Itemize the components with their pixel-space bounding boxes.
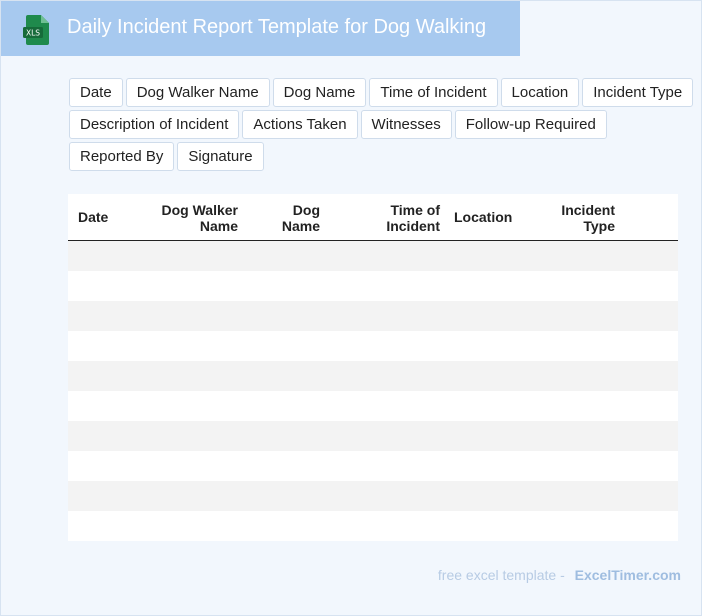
table-row (68, 331, 678, 361)
table-row (68, 421, 678, 451)
footer-prefix: free excel template - (437, 567, 565, 583)
column-header-date: Date (78, 209, 109, 225)
table-row (68, 391, 678, 421)
column-header-dog-walker-name: Dog Walker Name (161, 202, 239, 234)
tag-incident-type: Incident Type (582, 78, 694, 107)
tag-signature: Signature (177, 142, 264, 171)
tag-time-of-incident: Time of Incident (369, 78, 498, 107)
tag-follow-up-required: Follow-up Required (454, 110, 607, 139)
tag-location: Location (500, 78, 580, 107)
table-body (68, 241, 678, 541)
tag-reported-by: Reported By (69, 142, 175, 171)
table-row (68, 271, 678, 301)
tag-dog-name: Dog Name (272, 78, 367, 107)
footer-brand-link[interactable]: ExcelTimer.com (574, 567, 681, 583)
table-row (68, 481, 678, 511)
column-header-location: Location (454, 209, 513, 225)
xls-icon-label: XLS (26, 29, 40, 38)
header-banner: XLS Daily Incident Report Template for D… (1, 1, 520, 56)
column-header-dog-name: Dog Name (281, 202, 320, 234)
tag-description-of-incident: Description of Incident (69, 110, 240, 139)
tag-witnesses: Witnesses (360, 110, 452, 139)
table-row (68, 451, 678, 481)
column-header-time-of-incident: Time of Incident (386, 202, 440, 234)
incident-table: Date Dog Walker Name Dog Name Time of In… (68, 194, 678, 541)
footer-credit: free excel template - ExcelTimer.com (438, 567, 681, 583)
table-row (68, 241, 678, 271)
table-row (68, 361, 678, 391)
column-header-incident-type: Incident Type (561, 202, 615, 234)
table-row (68, 511, 678, 541)
tag-dog-walker-name: Dog Walker Name (125, 78, 270, 107)
table-header: Date Dog Walker Name Dog Name Time of In… (68, 194, 678, 241)
tag-date: Date (69, 78, 123, 107)
field-tag-list: Date Dog Walker Name Dog Name Time of In… (69, 78, 694, 171)
tag-actions-taken: Actions Taken (242, 110, 358, 139)
page-title: Daily Incident Report Template for Dog W… (67, 16, 487, 38)
xls-file-icon: XLS (23, 15, 49, 45)
table-row (68, 301, 678, 331)
